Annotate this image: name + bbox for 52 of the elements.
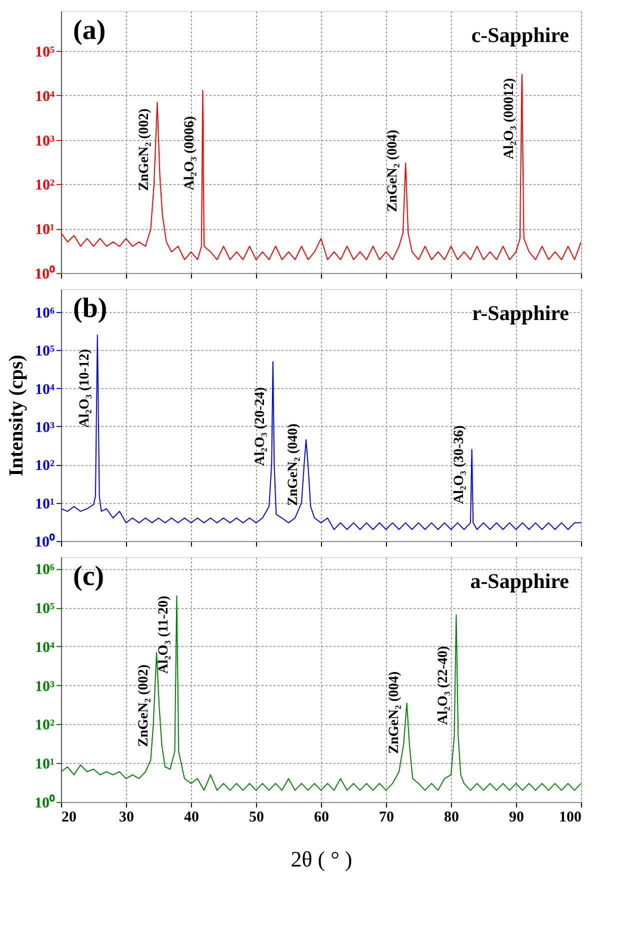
y-tick-label: 10⁵ — [35, 344, 55, 360]
y-tick-label: 10¹ — [35, 756, 54, 773]
y-tick-label: 10⁶ — [35, 305, 55, 322]
y-tick-label: 10¹ — [35, 222, 54, 238]
annotation: (b) — [73, 293, 108, 324]
annotation: (c) — [73, 561, 104, 592]
annotation: Al₂O₃ (10-12) — [77, 348, 92, 428]
annotation: r-Sapphire — [472, 301, 569, 325]
x-tick-label: 20 — [62, 810, 76, 826]
x-tick-label: 80 — [444, 810, 459, 826]
annotation: c-Sapphire — [471, 23, 569, 47]
x-tick-label: 50 — [249, 810, 264, 826]
x-tick-label: 90 — [509, 810, 524, 826]
y-tick-label: 10⁴ — [35, 640, 55, 656]
y-tick-label: 10⁴ — [35, 382, 55, 398]
line-series — [61, 74, 581, 260]
y-tick-label: 10⁴ — [35, 88, 55, 105]
y-tick-label: 10² — [35, 718, 55, 734]
y-tick-label: 10¹ — [35, 496, 54, 512]
x-tick-label: 70 — [379, 810, 394, 826]
annotation: Al₂O₃ (0006) — [182, 116, 198, 190]
y-tick-label: 10³ — [35, 133, 55, 150]
annotation: a-Sapphire — [470, 569, 569, 593]
annotation: ZnGeN₂ (002) — [137, 108, 152, 191]
annotation: Al₂O₃ (00012) — [502, 78, 517, 160]
annotation: Al₂O₃ (20-24) — [252, 386, 268, 466]
x-tick-label: 60 — [314, 810, 329, 826]
annotation: ZnGeN₂ (002) — [136, 664, 152, 747]
annotation: Al₂O₃ (22-40) — [436, 646, 452, 725]
x-axis-title: 2θ ( ° ) — [290, 846, 352, 872]
annotation: ZnGeN₂ (004) — [386, 129, 400, 212]
line-series — [61, 595, 581, 791]
annotation: (a) — [73, 15, 106, 46]
x-tick-label: 100 — [559, 810, 582, 826]
y-tick-label: 10⁵ — [35, 601, 55, 618]
y-tick-label: 10⁵ — [35, 44, 55, 61]
x-tick-label: 30 — [119, 810, 134, 826]
y-tick-label: 10² — [35, 458, 55, 474]
y-axis-title: Intensity (cps) — [6, 354, 28, 476]
x-tick-label: 40 — [184, 810, 199, 826]
y-tick-label: 10⁰ — [34, 532, 56, 550]
y-tick-label: 10⁶ — [35, 562, 55, 578]
line-series — [61, 334, 581, 530]
annotation: Al₂O₃ (11-20) — [156, 595, 172, 674]
annotation: Al₂O₃ (30-36) — [452, 424, 467, 504]
y-tick-label: 10⁰ — [34, 794, 56, 812]
y-tick-label: 10³ — [35, 420, 55, 436]
y-tick-label: 10² — [35, 178, 55, 194]
annotation: ZnGeN₂ (004) — [386, 671, 402, 754]
y-tick-label: 10⁰ — [34, 264, 56, 282]
y-tick-label: 10³ — [35, 678, 55, 695]
annotation: ZnGeN₂ (040) — [286, 423, 302, 506]
